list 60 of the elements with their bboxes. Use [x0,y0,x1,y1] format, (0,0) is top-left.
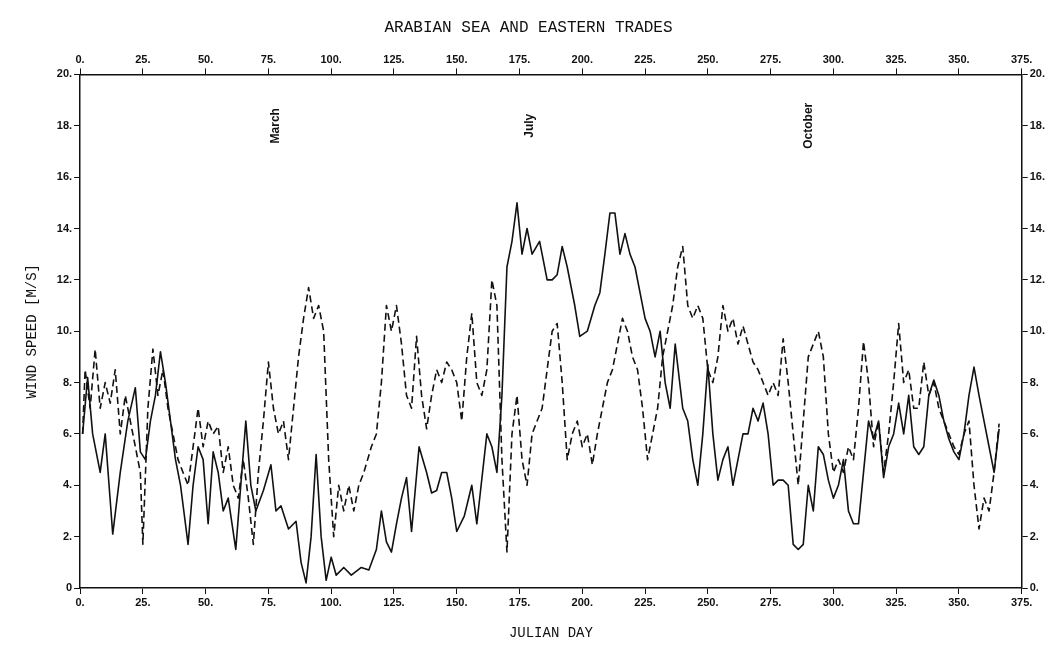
x2-tick-label: 175. [508,52,531,65]
x2-tick-label: 250. [697,52,719,65]
x-tick-label: 150. [446,595,468,608]
annotation: July [521,113,536,138]
x2-tick-label: 75. [260,52,277,65]
y2-tick-label: 0. [1029,581,1039,594]
x2-tick-label: 225. [634,52,656,65]
x2-tick-label: 300. [822,52,845,65]
y-tick-label: 4. [62,478,73,491]
chart-title: ARABIAN SEA AND EASTERN TRADES [384,18,673,37]
x-tick-label: 300. [822,595,845,608]
x2-tick-label: 100. [320,52,342,65]
y-tick-label: 8. [62,375,73,388]
x-tick-label: 375. [1011,595,1033,608]
x-tick-label: 350. [948,595,970,608]
y2-tick-label: 10. [1029,324,1046,337]
y2-tick-label: 20. [1029,67,1046,80]
y2-tick-label: 6. [1029,426,1039,439]
y2-tick-label: 18. [1029,118,1046,131]
x-tick-label: 250. [697,595,719,608]
x2-tick-label: 375. [1011,52,1033,65]
annotation: March [268,108,283,144]
y2-tick-label: 16. [1029,170,1046,183]
y2-tick-label: 2. [1029,529,1039,542]
y-tick-label: 20. [56,67,73,80]
y2-tick-label: 8. [1029,375,1039,388]
x2-tick-label: 325. [885,52,907,65]
x2-tick-label: 25. [135,52,151,65]
x-tick-label: 0. [75,595,85,608]
y2-tick-label: 12. [1029,272,1046,285]
y-tick-label: 12. [56,272,73,285]
annotation: October [801,102,816,149]
x-axis-title: JULIAN DAY [508,625,594,642]
x-tick-label: 275. [759,595,782,608]
y-tick-label: 6. [62,426,73,439]
x2-tick-label: 125. [383,52,405,65]
x-tick-label: 25. [135,595,151,608]
x2-tick-label: 275. [759,52,782,65]
y-tick-label: 10. [56,324,73,337]
x2-tick-label: 150. [446,52,468,65]
x-tick-label: 100. [320,595,342,608]
x2-tick-label: 350. [948,52,970,65]
y2-tick-label: 4. [1029,478,1039,491]
y-tick-label: 0 [65,581,73,594]
y-axis-title: WIND SPEED [M/S] [24,263,41,399]
x-tick-label: 50. [197,595,214,608]
y-tick-label: 18. [56,118,73,131]
y-tick-label: 14. [56,221,73,234]
x2-tick-label: 0. [75,52,85,65]
x2-tick-label: 200. [571,52,593,65]
y-tick-label: 16. [56,170,73,183]
y-tick-label: 2. [62,529,73,542]
x-tick-label: 325. [885,595,907,608]
x-tick-label: 125. [383,595,405,608]
x-tick-label: 175. [508,595,531,608]
x2-tick-label: 50. [197,52,214,65]
y2-tick-label: 14. [1029,221,1046,234]
x-tick-label: 225. [634,595,656,608]
x-tick-label: 200. [571,595,593,608]
x-tick-label: 75. [260,595,277,608]
